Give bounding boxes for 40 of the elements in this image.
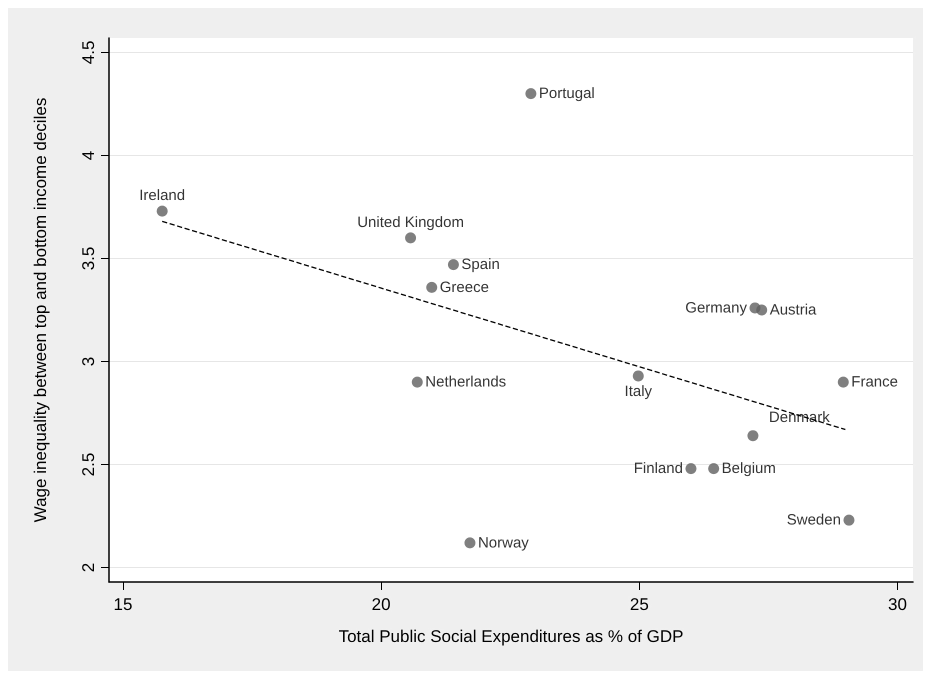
point [747,430,758,442]
point [448,259,459,270]
y-tick-label: 3 [79,356,98,366]
y-tick-label: 2.5 [79,452,98,476]
annotation: Spain [461,256,500,274]
annotation: Italy [624,382,653,400]
point [708,463,720,474]
y-tick-label: 4.5 [79,40,98,64]
point [838,376,849,388]
x-tick-label: 30 [888,595,907,614]
annotation: United Kingdom [357,214,464,231]
y-tick-label: 4 [79,150,98,160]
point [685,463,696,474]
annotation: Germany [685,299,748,316]
annotation: Belgium [722,460,776,478]
annotation: France [851,374,898,391]
point [426,282,438,293]
point [156,206,168,217]
x-axis-title: Total Public Social Expenditures as % of GDP [338,627,684,646]
annotation: Netherlands [425,374,506,391]
annotation: Finland [634,460,683,478]
annotation: Portugal [538,85,595,102]
point [843,514,854,526]
y-tick-label: 2 [79,562,98,572]
point [756,304,768,316]
annotation: Ireland [139,187,186,204]
point [632,370,644,382]
point [464,537,476,548]
annotation: Sweden [786,512,841,529]
x-tick-label: 25 [630,595,649,614]
annotation: Greece [440,278,489,296]
annotation: Norway [478,534,530,552]
point [405,232,416,244]
y-axis-title: Wage inequality between top and bottom income deciles [31,98,50,522]
x-tick-label: 20 [372,595,391,614]
y-tick-label: 3.5 [79,246,98,270]
x-tick-label: 15 [113,595,132,614]
point [412,376,423,388]
point [525,88,536,100]
annotation: Austria [770,302,818,318]
